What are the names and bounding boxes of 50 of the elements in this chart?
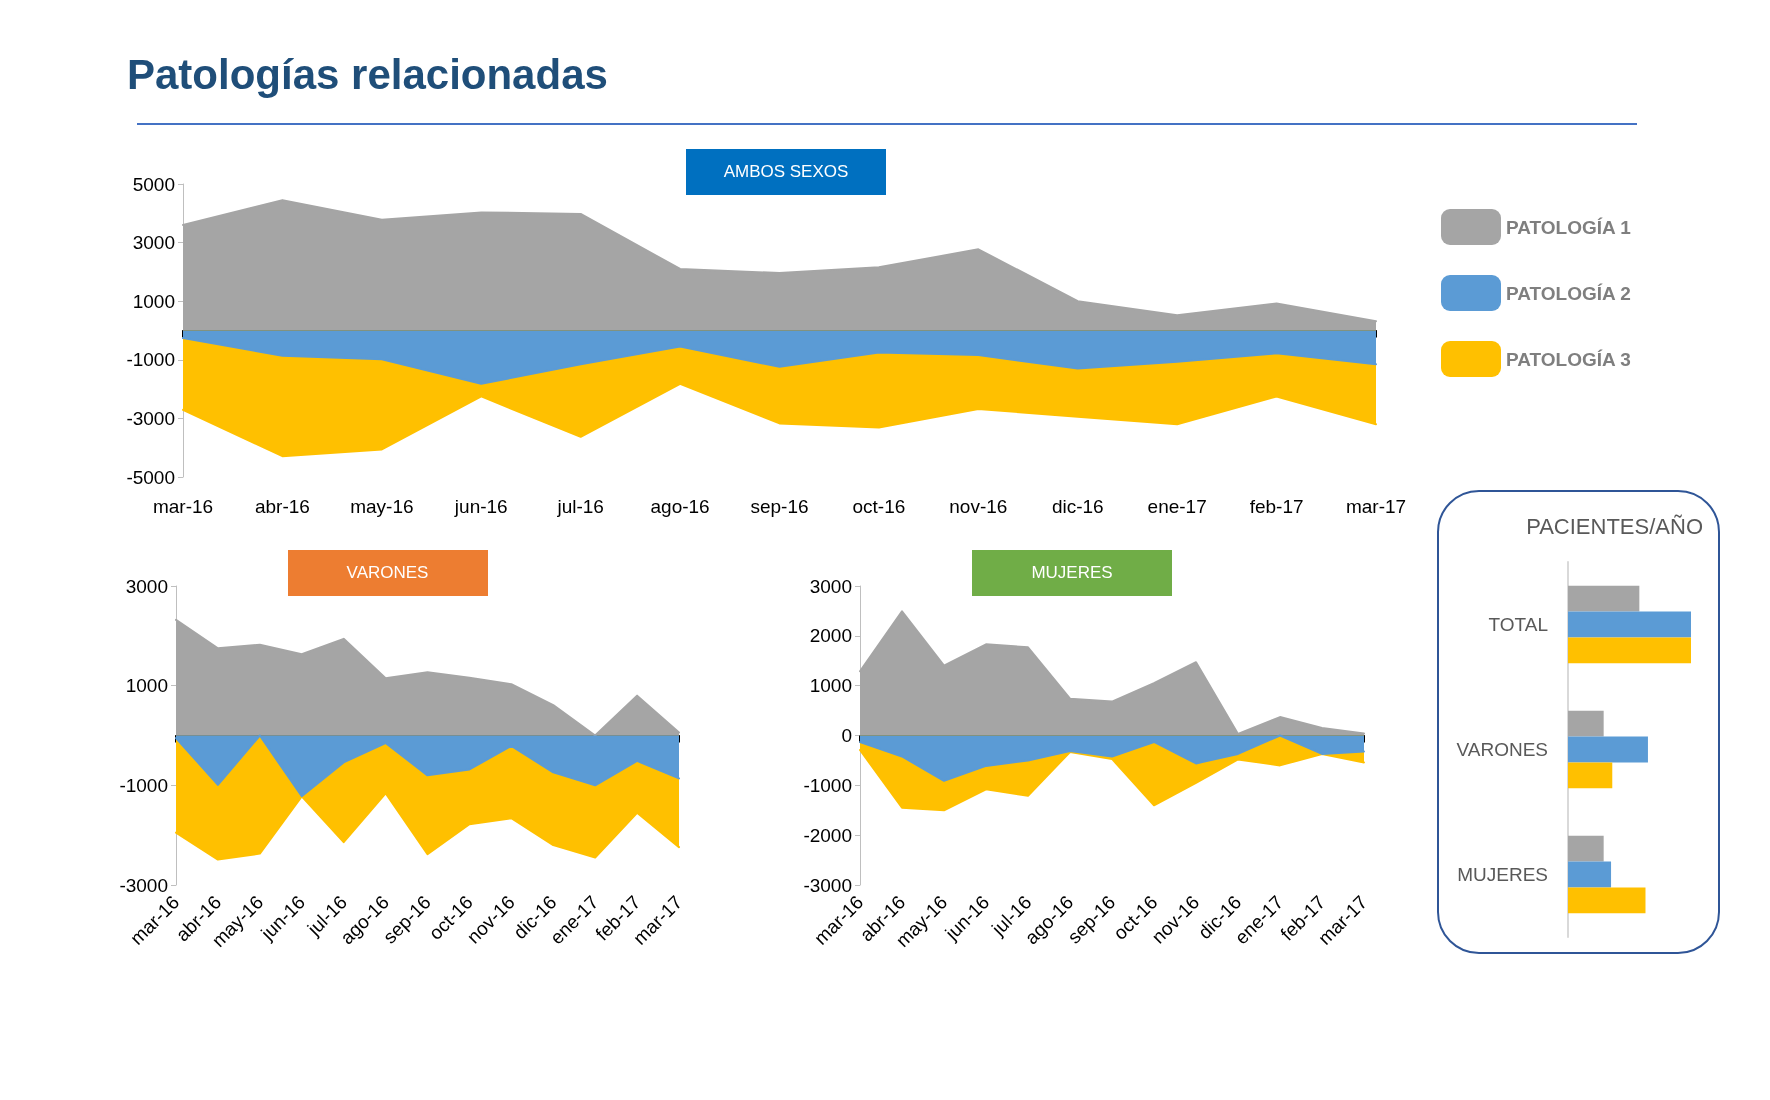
bar [1568,611,1691,638]
y-tick-label: -3000 [126,407,175,429]
bar [1568,736,1648,763]
y-tick-label: 3000 [132,232,175,254]
x-tick-label: jun-16 [453,496,508,517]
y-tick-label: 2000 [809,625,852,647]
x-tick-label: abr-16 [254,496,310,517]
x-tick-label: may-16 [350,496,414,517]
y-tick-label: TOTAL [1488,614,1548,635]
x-tick-label: oct-16 [852,496,906,517]
bar [1568,861,1612,888]
y-tick-label: -1000 [126,349,175,371]
y-tick-label: -3000 [119,874,168,896]
title-banner: AMBOS SEXOS [686,149,886,195]
y-tick-label: 1000 [809,675,852,697]
legend-label: PATOLOGÍA 3 [1506,348,1631,370]
y-tick-label: VARONES [1456,739,1548,760]
bar [1568,637,1691,664]
y-tick-label: -5000 [126,466,175,488]
x-tick-label: dic-16 [1051,496,1104,517]
chart-title: Patologías relacionadas [127,50,608,98]
y-tick-label: 5000 [132,173,175,195]
y-tick-label: -3000 [803,874,852,896]
legend-label: PATOLOGÍA 1 [1506,216,1632,238]
chart-title: PACIENTES/AÑO [1526,513,1704,539]
x-tick-label: ene-17 [1147,496,1207,517]
y-tick-label: -1000 [803,774,852,796]
y-tick-label: MUJERES [1457,864,1548,885]
x-tick-label: sep-16 [750,496,809,517]
x-tick-label: feb-17 [1249,496,1304,517]
bar [1568,585,1640,612]
y-tick-label: -1000 [119,774,168,796]
x-tick-label: mar-16 [152,496,214,517]
x-tick-label: nov-16 [949,496,1008,517]
bar [1568,710,1604,737]
y-tick-label: 0 [841,725,852,746]
y-tick-label: 3000 [125,575,168,597]
x-tick-label: ago-16 [650,496,710,517]
bar [1568,835,1604,862]
y-tick-label: -2000 [803,824,852,846]
x-tick-label: jul-16 [556,496,604,517]
y-tick-label: 1000 [125,675,168,697]
x-tick-label: mar-17 [1345,496,1407,517]
bar [1568,762,1613,789]
legend-label: PATOLOGÍA 2 [1506,282,1631,304]
y-tick-label: 1000 [132,290,175,312]
y-tick-label: 3000 [809,575,852,597]
title-banner: VARONES [287,550,488,596]
title-banner: MUJERES [972,550,1172,596]
bar [1568,887,1646,914]
